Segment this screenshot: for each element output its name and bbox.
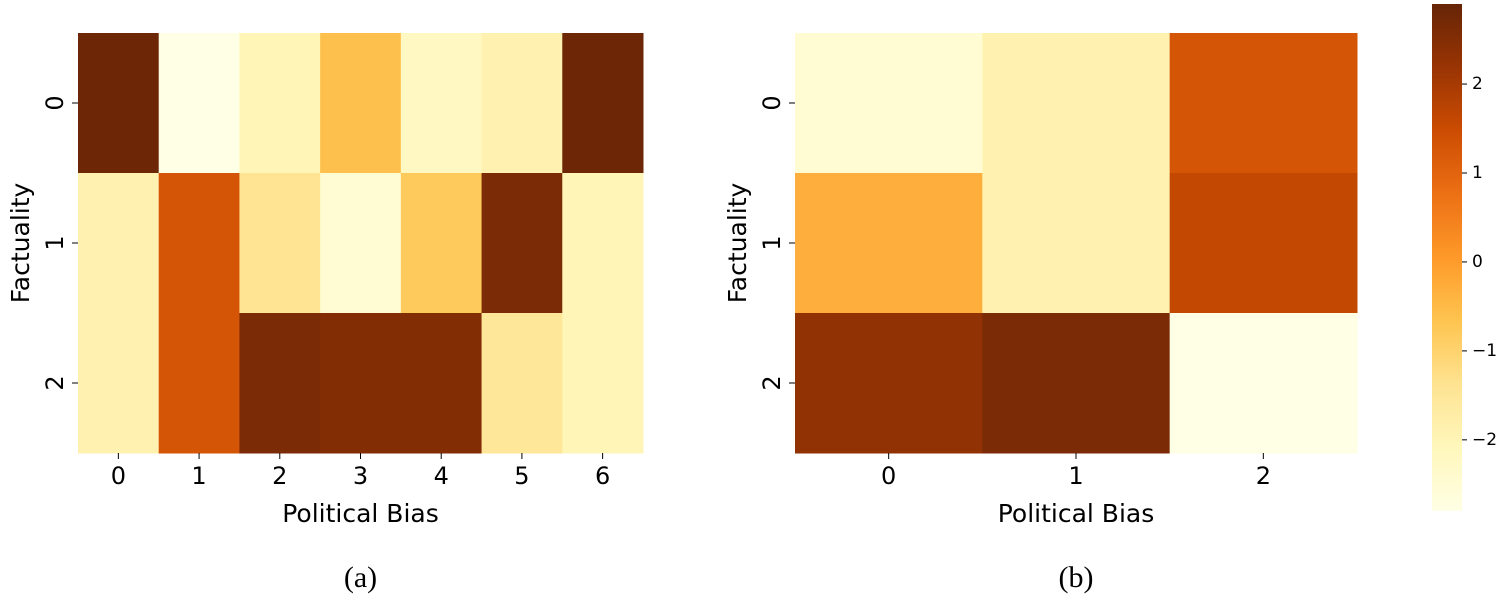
heatmap-cell <box>400 33 483 174</box>
heatmap-cell <box>78 33 160 174</box>
heatmap-cell <box>78 173 160 314</box>
heatmap-cell <box>1169 33 1358 174</box>
heatmap-cell <box>795 33 983 174</box>
heatmap-cell <box>78 313 160 454</box>
caption: (a) <box>344 561 377 594</box>
heatmap-cell <box>1169 173 1358 314</box>
heatmap-cell <box>158 33 240 174</box>
heatmap-cell <box>158 173 240 314</box>
x-tick-label: 1 <box>1068 462 1083 490</box>
heatmap-cell <box>481 33 563 174</box>
y-tick-label: 0 <box>41 95 69 110</box>
colorbar <box>1432 4 1462 511</box>
heatmap-cell <box>158 313 240 454</box>
x-tick-label: 2 <box>1256 462 1271 490</box>
y-tick-label: 0 <box>758 95 786 110</box>
heatmap-cell <box>239 33 321 174</box>
colorbar-tick-label: 0 <box>1472 252 1483 272</box>
x-tick-label: 6 <box>595 462 610 490</box>
caption: (b) <box>1059 561 1094 594</box>
y-tick-label: 2 <box>758 375 786 390</box>
heatmap-cell <box>400 313 483 454</box>
heatmap-cell <box>562 33 644 174</box>
colorbar-tick-label: 1 <box>1472 163 1483 183</box>
colorbar-tick-label: −1 <box>1472 341 1497 361</box>
heatmap-cell <box>320 173 402 314</box>
x-tick-label: 0 <box>111 462 126 490</box>
heatmap-cell <box>795 173 983 314</box>
x-tick-label: 2 <box>272 462 287 490</box>
y-tick-label: 1 <box>758 235 786 250</box>
y-tick-label: 1 <box>41 235 69 250</box>
colorbar-tick-label: 2 <box>1472 74 1483 94</box>
heatmap-cell <box>320 313 402 454</box>
heatmap-cell <box>320 33 402 174</box>
x-tick-label: 4 <box>434 462 449 490</box>
heatmap-cell <box>400 173 483 314</box>
heatmap-cell <box>982 313 1171 454</box>
y-axis-label: Factuality <box>723 182 752 303</box>
heatmap-cell <box>982 173 1171 314</box>
colorbar-tick-label: −2 <box>1472 430 1497 450</box>
x-tick-label: 0 <box>881 462 896 490</box>
x-tick-label: 1 <box>191 462 206 490</box>
heatmap-cell <box>239 313 321 454</box>
y-tick-label: 2 <box>41 375 69 390</box>
x-axis-label: Political Bias <box>282 499 439 528</box>
y-axis-label: Factuality <box>6 182 35 303</box>
heatmap-cell <box>795 313 983 454</box>
heatmap-cell <box>481 313 563 454</box>
x-axis-label: Political Bias <box>998 499 1155 528</box>
heatmap-cell <box>982 33 1171 174</box>
heatmap-cell <box>562 173 644 314</box>
heatmap-cell <box>562 313 644 454</box>
heatmap-cell <box>239 173 321 314</box>
x-tick-label: 3 <box>353 462 368 490</box>
heatmap-cell <box>1169 313 1358 454</box>
x-tick-label: 5 <box>514 462 529 490</box>
heatmap-cell <box>481 173 563 314</box>
